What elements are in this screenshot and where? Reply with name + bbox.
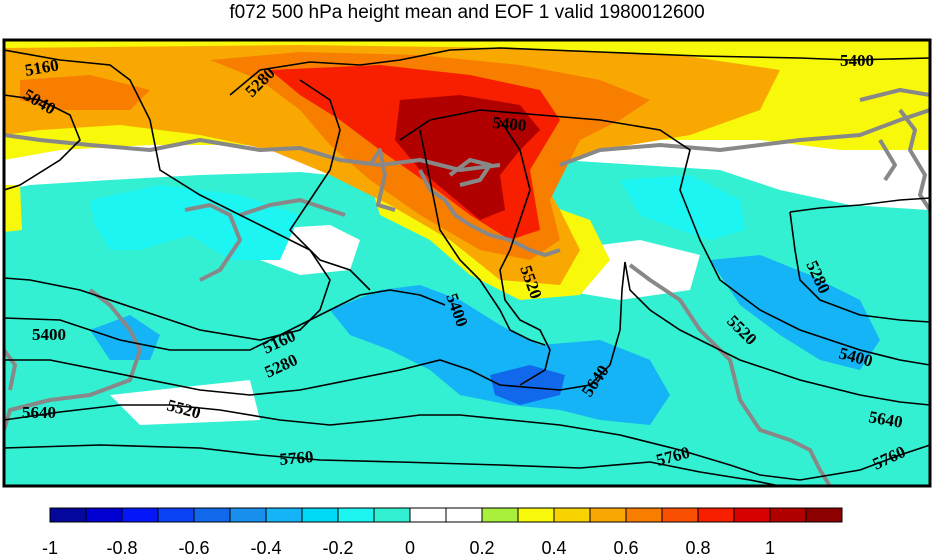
colorbar-tick-label: 0.2 [469,538,495,558]
eof-yellow-edge [4,185,22,232]
colorbar-swatch [517,507,555,523]
colorbar-swatch [121,507,159,523]
contour-label: 5640 [22,403,56,422]
contour-label: 5400 [492,113,528,135]
contour-label: 5400 [32,325,66,344]
eof-blue-trough [330,285,670,425]
colorbar-tick-label: -0.4 [250,538,282,558]
eof-blue-west [90,315,160,360]
colorbar-swatch [805,507,843,523]
colorbar-swatch [193,507,231,523]
colorbar-tick-label: 1 [764,538,776,558]
colorbar-swatch [337,507,375,523]
colorbar-tick-label: 0.6 [613,538,639,558]
colorbar-swatch [49,507,87,523]
eof-height-map: 5040 5160 5280 5400 5520 5280 5400 5520 … [2,38,932,488]
eof-blue-east [710,255,880,370]
colorbar-swatch [553,507,591,523]
colorbar-tick-label: 0.4 [541,538,567,558]
eof-cyan-east [620,175,745,240]
colorbar-swatch [733,507,771,523]
colorbar-swatch [301,507,339,523]
colorbar-tick-label: -0.2 [322,538,354,558]
colorbar-swatch [265,507,303,523]
colorbar-swatch [697,507,735,523]
eof-white-patch-3 [110,380,260,425]
colorbar-swatch [445,507,483,523]
colorbar-tick-label: -1 [41,538,59,558]
colorbar-swatch [373,507,411,523]
eof-blue-min [490,365,565,405]
colorbar-tick-label: 0.8 [685,538,711,558]
eof-cyan-west [90,185,300,260]
colorbar-swatch [85,507,123,523]
eof-dark-orange-west [20,75,150,110]
colorbar-swatch [769,507,807,523]
colorbar-swatch [157,507,195,523]
colorbar-tick-label: 0 [404,538,416,558]
contour-label: 5400 [840,51,874,70]
colorbar-tick-label: -0.6 [178,538,210,558]
map-title: f072 500 hPa height mean and EOF 1 valid… [229,2,705,23]
map-frame [2,38,932,488]
colorbar-swatch [625,507,663,523]
colorbar-swatch [589,507,627,523]
contour-label: 5760 [279,447,315,469]
colorbar-swatch [229,507,267,523]
colorbar-swatch [481,507,519,523]
colorbar-tick-label: -0.8 [106,538,138,558]
colorbar-swatch [409,507,447,523]
colorbar-swatch [661,507,699,523]
height-contours [4,47,930,486]
